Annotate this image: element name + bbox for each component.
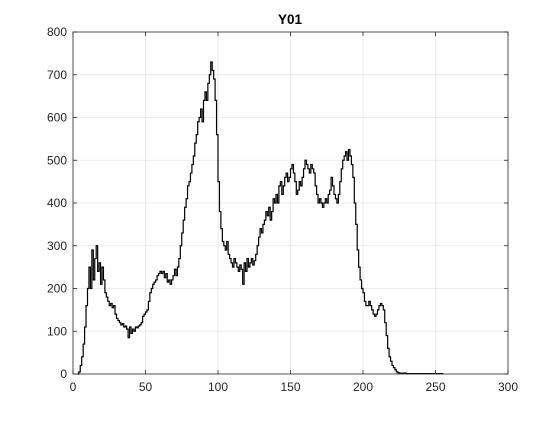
y-tick-label: 300 (47, 239, 67, 253)
y-tick-label: 200 (47, 282, 67, 296)
x-tick-label: 300 (498, 380, 518, 394)
grid-lines (73, 32, 508, 374)
y-tick-label: 500 (47, 153, 67, 167)
x-tick-label: 100 (208, 380, 228, 394)
y-tick-labels: 0 100 200 300 400 500 600 700 800 (47, 25, 67, 381)
y-tick-label: 400 (47, 196, 67, 210)
y-tick-label: 0 (60, 367, 67, 381)
histogram-series-line (77, 61, 444, 375)
y-tick-label: 100 (47, 324, 67, 338)
x-tick-label: 150 (280, 380, 300, 394)
y-tick-label: 600 (47, 111, 67, 125)
y-tick-label: 700 (47, 68, 67, 82)
x-tick-label: 0 (70, 380, 77, 394)
chart-title: Y01 (278, 12, 303, 27)
x-tick-labels: 0 50 100 150 200 250 300 (70, 380, 519, 394)
x-tick-label: 250 (425, 380, 445, 394)
series-layer (77, 61, 444, 375)
x-tick-label: 50 (139, 380, 153, 394)
x-tick-label: 200 (353, 380, 373, 394)
tick-marks (72, 31, 509, 375)
y-tick-label: 800 (47, 25, 67, 39)
